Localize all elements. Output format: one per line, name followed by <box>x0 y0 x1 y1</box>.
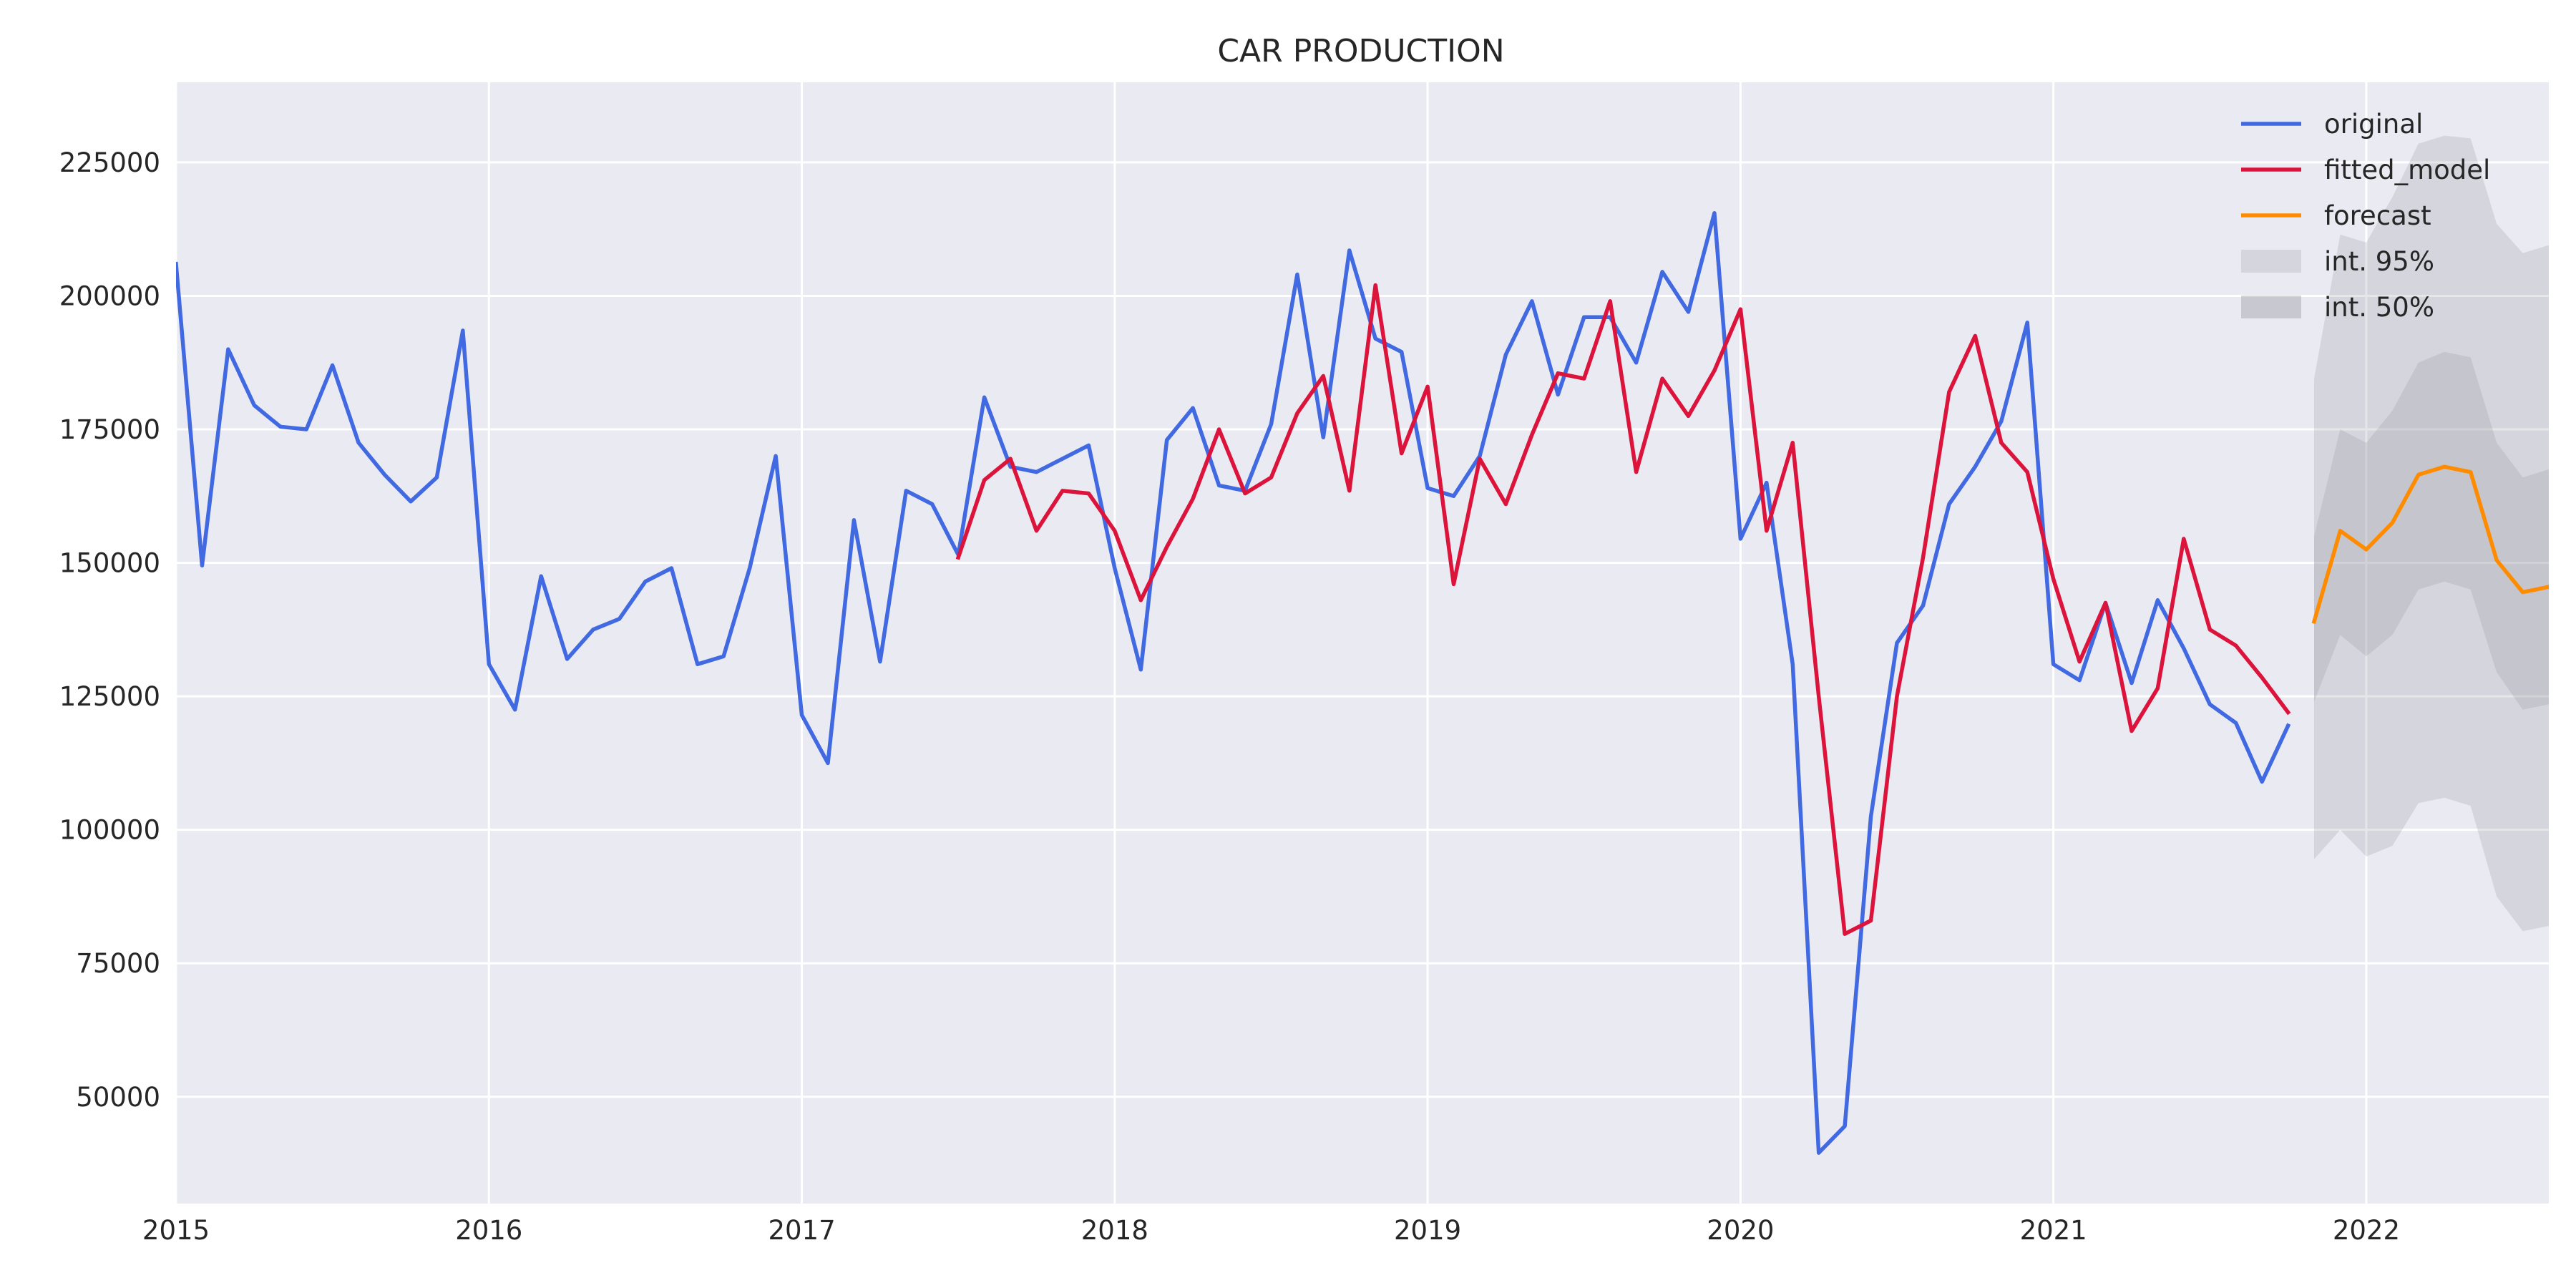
y-tick-label: 225000 <box>59 147 160 178</box>
y-tick-label: 200000 <box>59 280 160 311</box>
x-tick-label: 2020 <box>1707 1215 1774 1246</box>
confidence-intervals <box>2314 135 2549 932</box>
chart-title: CAR PRODUCTION <box>1217 33 1504 69</box>
y-tick-label: 75000 <box>76 948 160 979</box>
y-tick-label: 175000 <box>59 414 160 445</box>
legend-label-int-95: int. 95% <box>2324 246 2434 277</box>
legend-swatch-int-50 <box>2241 296 2301 318</box>
y-gridlines <box>176 161 2549 1098</box>
x-tick-label: 2017 <box>768 1215 835 1246</box>
legend-label-forecast: forecast <box>2324 200 2431 231</box>
y-tick-label: 100000 <box>59 815 160 846</box>
x-tick-label: 2016 <box>455 1215 522 1246</box>
y-tick-label: 50000 <box>76 1082 160 1113</box>
legend: original fitted_model forecast int. 95% int.… <box>2241 109 2490 323</box>
y-axis-tick-labels: 50000 75000 100000 125000 150000 175000 200000… <box>59 147 160 1113</box>
interval-band-int-50 <box>2314 351 2549 710</box>
x-axis-tick-labels: 2015 2016 2017 2018 2019 2020 2021 2022 <box>142 1215 2400 1246</box>
x-tick-label: 2018 <box>1081 1215 1148 1246</box>
plot-area <box>176 82 2549 1204</box>
legend-label-fitted-model: fitted_model <box>2324 155 2490 185</box>
interval-band-int-95 <box>2314 135 2549 932</box>
series-line-fitted-model <box>955 283 2291 936</box>
y-tick-label: 125000 <box>59 681 160 712</box>
series-line-original <box>176 211 2291 1155</box>
y-tick-label: 150000 <box>59 548 160 579</box>
x-tick-label: 2019 <box>1394 1215 1461 1246</box>
x-tick-label: 2022 <box>2333 1215 2400 1246</box>
legend-label-original: original <box>2324 109 2423 140</box>
series-lines <box>176 211 2549 1155</box>
legend-label-int-50: int. 50% <box>2324 292 2434 323</box>
series-line-forecast <box>2311 464 2549 625</box>
x-tick-label: 2021 <box>2020 1215 2087 1246</box>
legend-swatch-int-95 <box>2241 250 2301 273</box>
x-tick-label: 2015 <box>142 1215 210 1246</box>
